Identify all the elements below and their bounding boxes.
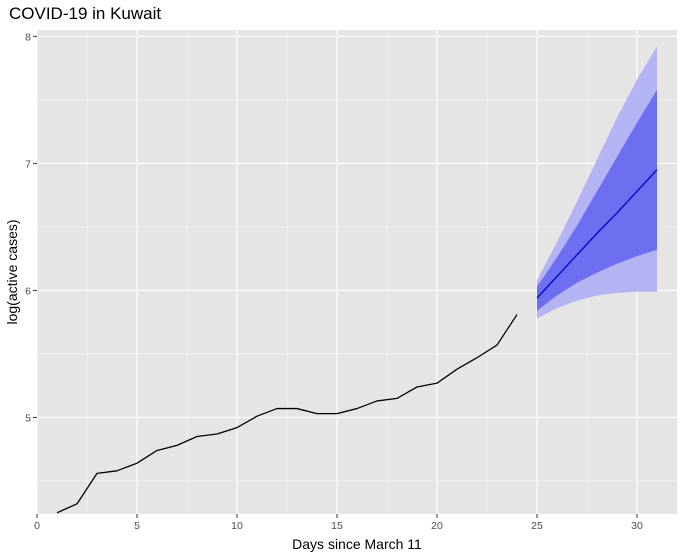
x-axis: 0 5 10 15 20 25 30 xyxy=(34,514,643,532)
prediction-bands xyxy=(537,46,657,319)
x-tick-label: 20 xyxy=(431,520,443,532)
y-tick-label: 6 xyxy=(25,285,31,297)
inner-prediction-band xyxy=(537,89,657,311)
observed-line xyxy=(56,314,518,514)
y-axis: 5 6 7 8 xyxy=(25,31,37,424)
x-tick-label: 10 xyxy=(231,520,243,532)
y-tick-label: 7 xyxy=(25,158,31,170)
series-lines xyxy=(56,169,658,514)
x-axis-title: Days since March 11 xyxy=(292,536,422,552)
forecast-line xyxy=(536,169,658,299)
y-tick-label: 8 xyxy=(25,31,31,43)
x-tick-label: 30 xyxy=(631,520,643,532)
x-tick-label: 0 xyxy=(34,520,40,532)
x-tick-label: 25 xyxy=(531,520,543,532)
y-axis-title: log(active cases) xyxy=(4,219,20,324)
y-tick-label: 5 xyxy=(25,412,31,424)
chart-title: COVID-19 in Kuwait xyxy=(9,4,162,23)
major-gridlines xyxy=(36,30,677,514)
x-tick-label: 5 xyxy=(134,520,140,532)
x-tick-label: 15 xyxy=(331,520,343,532)
